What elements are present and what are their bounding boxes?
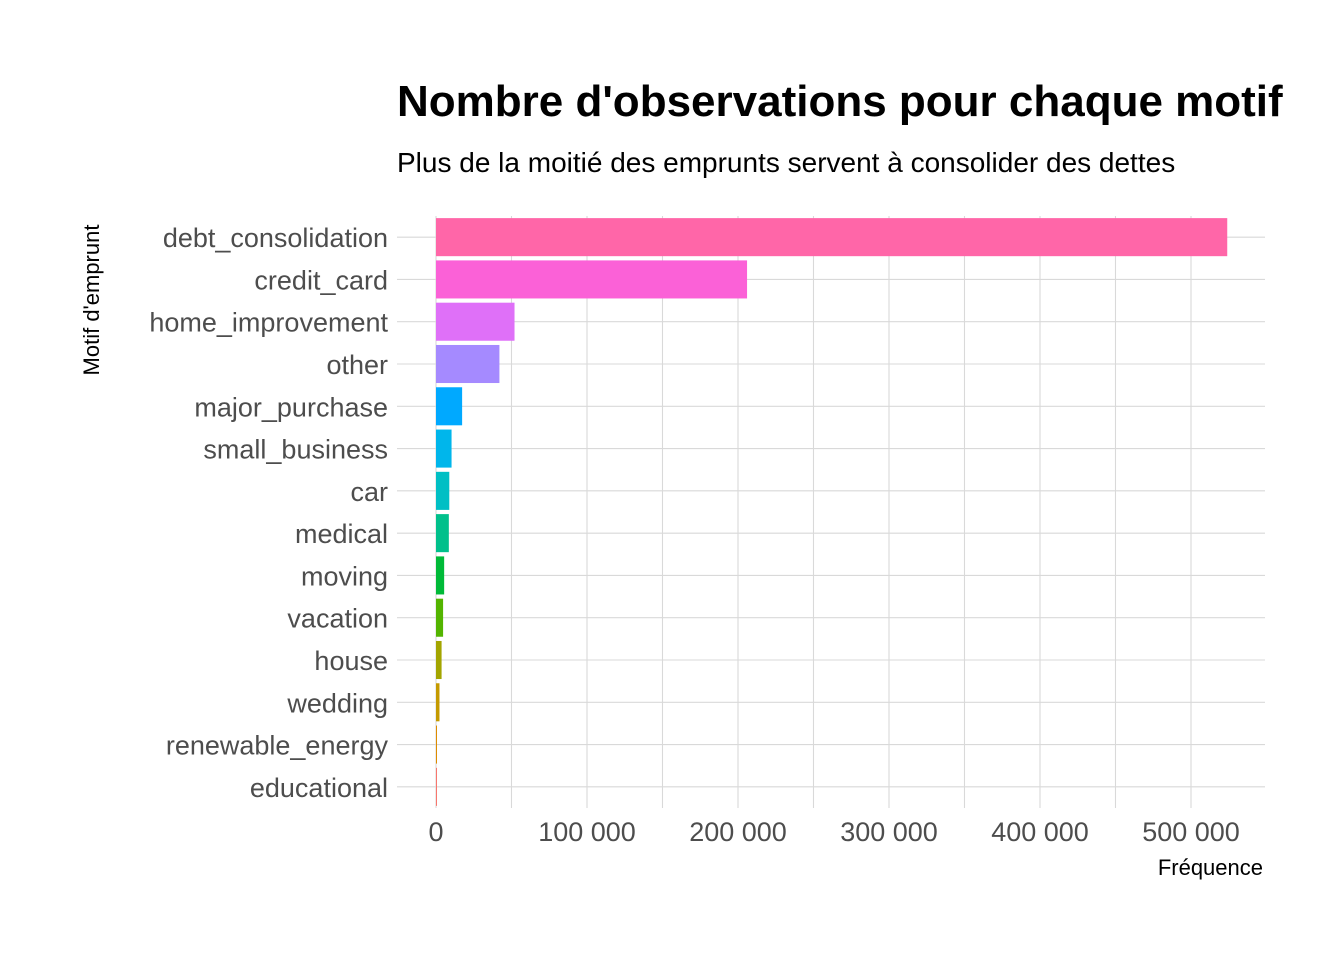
category-label-major-purchase: major_purchase — [194, 392, 388, 422]
bar-small-business — [436, 429, 452, 468]
y-axis-title: Motif d'emprunt — [79, 225, 104, 376]
x-tick-label: 300 000 — [840, 817, 938, 847]
x-tick-label: 400 000 — [991, 817, 1089, 847]
bar-car — [436, 471, 450, 510]
bar-major-purchase — [436, 387, 463, 426]
bar-house — [436, 640, 442, 680]
category-label-car: car — [350, 477, 388, 507]
bar-renewable-energy — [436, 725, 437, 764]
category-label-moving: moving — [301, 561, 388, 591]
bar-medical — [436, 514, 449, 553]
bar-other — [436, 344, 500, 384]
bar-vacation — [436, 598, 444, 637]
x-tick-label: 100 000 — [538, 817, 636, 847]
category-labels: debt_consolidation credit_card home_improv… — [149, 223, 388, 803]
category-label-educational: educational — [250, 773, 388, 803]
x-axis-title: Fréquence — [1158, 855, 1263, 880]
category-label-renewable-energy: renewable_energy — [166, 731, 389, 761]
category-label-small-business: small_business — [203, 435, 388, 465]
chart-title: Nombre d'observations pour chaque motif — [397, 77, 1283, 126]
bar-moving — [436, 556, 445, 595]
category-label-debt-consolidation: debt_consolidation — [163, 223, 388, 253]
x-tick-labels: 0 100 000 200 000 300 000 400 000 500 000 — [428, 817, 1239, 847]
x-tick-label: 200 000 — [689, 817, 787, 847]
category-label-medical: medical — [295, 519, 388, 549]
x-tick-label: 0 — [428, 817, 443, 847]
bar-educational — [436, 767, 437, 806]
bar-debt-consolidation — [436, 218, 1228, 257]
category-label-vacation: vacation — [287, 604, 388, 634]
category-label-wedding: wedding — [286, 688, 388, 718]
bars — [436, 218, 1228, 806]
category-label-other: other — [326, 350, 388, 380]
category-label-home-improvement: home_improvement — [149, 308, 388, 338]
bar-wedding — [436, 683, 440, 722]
category-label-credit-card: credit_card — [254, 265, 388, 295]
x-tick-label: 500 000 — [1142, 817, 1240, 847]
bar-home-improvement — [436, 302, 515, 341]
category-label-house: house — [314, 646, 388, 676]
grid-lines — [397, 216, 1265, 808]
bar-credit-card — [436, 260, 748, 299]
chart-subtitle: Plus de la moitié des emprunts servent à… — [397, 147, 1175, 178]
